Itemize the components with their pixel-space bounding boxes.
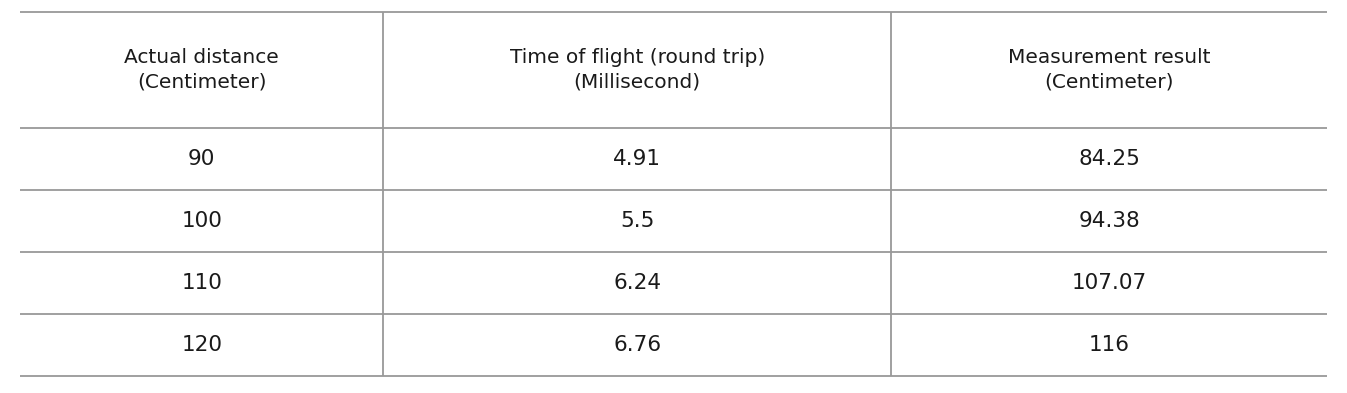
Text: Actual distance
(Centimeter): Actual distance (Centimeter) xyxy=(124,48,279,92)
Text: 4.91: 4.91 xyxy=(613,149,661,169)
Text: Measurement result
(Centimeter): Measurement result (Centimeter) xyxy=(1008,48,1211,92)
Text: 90: 90 xyxy=(189,149,216,169)
Text: 110: 110 xyxy=(182,273,222,293)
Text: 6.24: 6.24 xyxy=(613,273,661,293)
Text: 107.07: 107.07 xyxy=(1071,273,1146,293)
Text: 6.76: 6.76 xyxy=(613,335,661,355)
Text: 100: 100 xyxy=(182,211,222,231)
Text: 84.25: 84.25 xyxy=(1078,149,1140,169)
Text: Time of flight (round trip)
(Millisecond): Time of flight (round trip) (Millisecond… xyxy=(509,48,765,92)
Text: 5.5: 5.5 xyxy=(620,211,655,231)
Text: 116: 116 xyxy=(1088,335,1130,355)
Text: 94.38: 94.38 xyxy=(1078,211,1140,231)
Text: 120: 120 xyxy=(182,335,222,355)
